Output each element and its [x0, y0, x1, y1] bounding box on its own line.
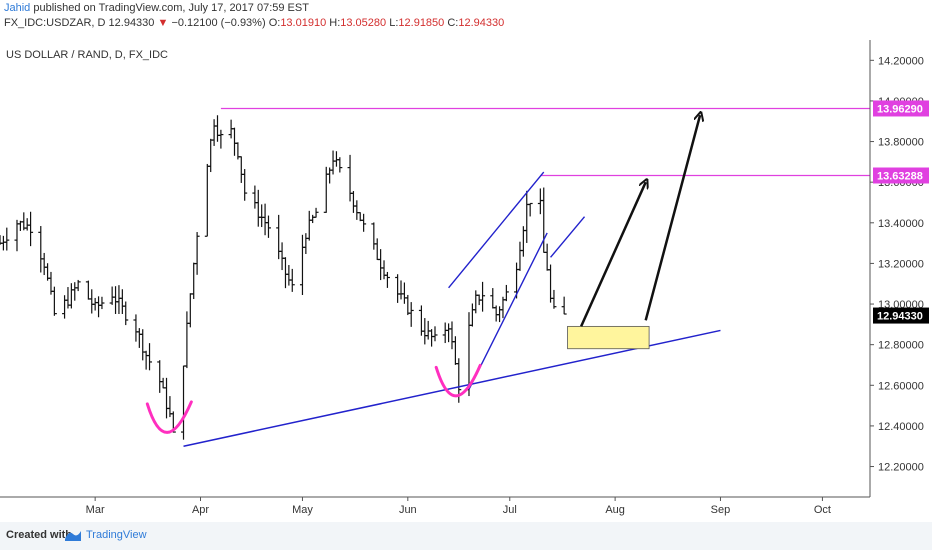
last-price: 12.94330 — [108, 17, 155, 29]
projection-arrow — [579, 182, 646, 327]
symbol-label: FX_IDC:USDZAR, D — [4, 17, 106, 29]
open-label: O: — [268, 17, 281, 29]
x-tick-label: Apr — [192, 504, 209, 516]
x-tick-label: Aug — [605, 504, 625, 516]
tradingview-link[interactable]: TradingView — [86, 529, 147, 541]
price-markers: 13.96290 13.63288 12.94330 — [873, 100, 929, 324]
close-value: 12.94330 — [458, 17, 505, 29]
author-link[interactable]: Jahid — [4, 2, 31, 14]
y-tick-label: 14.20000 — [878, 55, 924, 67]
y-tick-label: 12.40000 — [878, 421, 924, 433]
high-label: H: — [329, 17, 341, 29]
x-tick-label: Jul — [503, 504, 517, 516]
y-tick-label: 13.40000 — [878, 218, 924, 230]
y-tick-label: 12.80000 — [878, 340, 924, 352]
price-marker-label: 12.94330 — [877, 311, 923, 323]
ohlc-bars — [0, 115, 567, 440]
y-tick-label: 12.20000 — [878, 462, 924, 474]
y-tick-label: 13.20000 — [878, 258, 924, 270]
high-value: 13.05280 — [340, 17, 387, 29]
price-marker-box — [873, 100, 929, 117]
x-tick-label: Mar — [86, 504, 105, 516]
channel-upper-line — [448, 171, 545, 289]
change-value: −0.12100 (−0.93%) — [171, 17, 266, 29]
x-tick-label: Sep — [711, 504, 731, 516]
target-zone-box — [567, 325, 650, 350]
swing-low-mark — [145, 400, 193, 434]
publish-info: Jahid published on TradingView.com, July… — [4, 2, 309, 14]
price-marker-box — [873, 307, 929, 324]
close-label: C: — [447, 17, 459, 29]
chart-title: US DOLLAR / RAND, D, FX_IDC — [6, 49, 168, 61]
price-marker-label: 13.63288 — [877, 170, 923, 182]
x-tick-label: Oct — [814, 504, 831, 516]
y-tick-label: 13.80000 — [878, 137, 924, 149]
tradingview-logo-icon — [65, 531, 81, 541]
channel-lower-line — [468, 232, 548, 390]
swing-low-mark — [434, 363, 482, 398]
drawing-overlays — [145, 107, 870, 447]
open-value: 13.01910 — [280, 17, 327, 29]
low-value: 12.91850 — [398, 17, 445, 29]
created-with-text: Created with — [6, 529, 73, 541]
low-label: L: — [389, 17, 399, 29]
x-tick-label: May — [292, 504, 313, 516]
y-axis-ticks: 12.2000012.4000012.6000012.8000013.00000… — [870, 55, 924, 474]
price-marker-label: 13.96290 — [877, 103, 923, 115]
x-tick-label: Jun — [399, 504, 417, 516]
down-arrow-icon: ▼ — [157, 17, 169, 29]
footer-bar: Created with TradingView — [0, 522, 932, 550]
price-marker-box — [873, 167, 929, 184]
channel-right-line — [550, 216, 586, 258]
projection-arrow — [644, 115, 700, 321]
x-axis-ticks: Mar Apr May Jun Jul Aug Sep Oct — [86, 497, 831, 516]
published-text: published on TradingView.com, July 17, 2… — [33, 2, 309, 14]
symbol-info: FX_IDC:USDZAR, D 12.94330 ▼ −0.12100 (−0… — [4, 17, 504, 29]
y-tick-label: 12.60000 — [878, 380, 924, 392]
support-trendline — [183, 329, 721, 447]
